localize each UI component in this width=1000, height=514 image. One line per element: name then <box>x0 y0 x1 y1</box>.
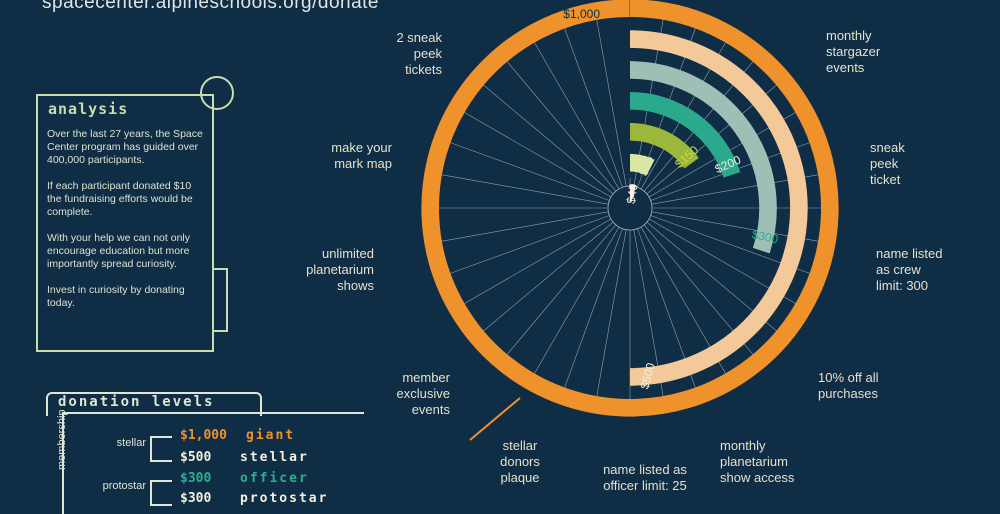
ring-value-label: $500 <box>637 361 658 391</box>
benefit-sneak-peek-ticket: sneak peek ticket <box>870 140 930 188</box>
benefit-ten-percent: 10% off all purchases <box>818 370 898 402</box>
level-amount-giant: $1,000 <box>180 428 227 443</box>
benefit-crew-listing: name listed as crew limit: 300 <box>876 246 946 294</box>
benefit-leader-lines <box>470 398 520 440</box>
level-amount-protostar: $300 <box>180 491 211 506</box>
benefit-donors-plaque: stellar donors plaque <box>488 438 552 486</box>
protostar-connector <box>150 480 172 506</box>
chart-spoke <box>595 230 626 407</box>
chart-spoke <box>455 219 611 309</box>
level-name-protostar: protostar <box>240 491 328 506</box>
ring-value-label: $40 <box>624 182 641 204</box>
analysis-paragraph: Over the last 27 years, the Space Center… <box>47 128 207 167</box>
chart-spoke <box>431 212 608 243</box>
level-name-officer: officer <box>240 471 309 486</box>
membership-label: membership <box>56 409 68 470</box>
chart-spoke <box>595 9 626 186</box>
analysis-paragraph: If each participant donated $10 the fund… <box>47 180 207 219</box>
donors-plaque-leader <box>470 398 520 440</box>
benefit-member-events: member exclusive events <box>380 370 450 418</box>
chart-spoke <box>529 33 619 189</box>
benefit-two-sneak-peek: 2 sneak peek tickets <box>382 30 442 78</box>
benefit-mark-map: make your mark map <box>310 140 392 172</box>
analysis-paragraph: Invest in curiosity by donating today. <box>47 284 207 310</box>
chart-spoke <box>431 173 608 204</box>
analysis-text: Over the last 27 years, the Space Center… <box>47 128 207 323</box>
tier-protostar: protostar <box>86 480 146 492</box>
analysis-title: analysis <box>48 100 128 118</box>
tier-stellar: stellar <box>96 437 146 449</box>
stellar-connector <box>150 436 172 462</box>
benefit-unlimited-shows: unlimited planetarium shows <box>292 246 374 294</box>
level-name-stellar: stellar <box>240 450 309 465</box>
level-amount-officer: $300 <box>180 471 211 486</box>
benefit-monthly-stargazer: monthly stargazer events <box>826 28 916 76</box>
benefit-planetarium-show: monthly planetarium show access <box>720 438 810 486</box>
analysis-decor-tab <box>212 268 228 332</box>
level-amount-stellar: $500 <box>180 450 211 465</box>
benefit-officer-listing: name listed as officer limit: 25 <box>600 462 690 494</box>
ring-value-label: $1,000 <box>563 7 600 21</box>
chart-spoke <box>529 227 619 383</box>
analysis-panel: analysis Over the last 27 years, the Spa… <box>36 94 214 352</box>
chart-spoke <box>455 107 611 197</box>
analysis-paragraph: With your help we can not only encourage… <box>47 232 207 271</box>
donation-levels-title: donation levels <box>58 394 214 410</box>
level-name-giant: giant <box>246 428 295 443</box>
